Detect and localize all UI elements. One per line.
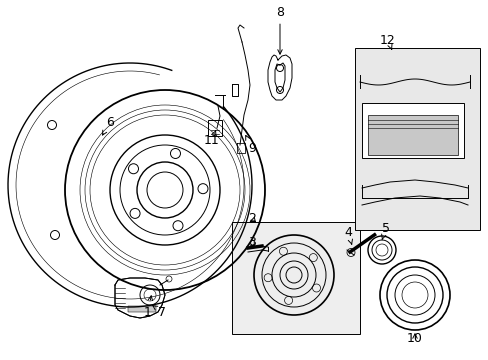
Text: 1: 1 <box>144 296 152 319</box>
Text: 10: 10 <box>406 332 422 345</box>
Text: 3: 3 <box>247 235 255 248</box>
Bar <box>207 120 222 136</box>
Text: 11: 11 <box>203 131 220 147</box>
Text: 12: 12 <box>379 33 395 49</box>
Text: 4: 4 <box>344 225 352 244</box>
Text: 9: 9 <box>245 135 255 154</box>
Polygon shape <box>115 278 164 318</box>
Text: 7: 7 <box>152 306 165 319</box>
Text: 6: 6 <box>102 116 114 135</box>
Text: 2: 2 <box>247 212 255 225</box>
Bar <box>354 48 479 230</box>
Bar <box>367 115 457 155</box>
Bar <box>231 222 359 334</box>
Bar <box>128 306 156 312</box>
Text: 8: 8 <box>275 5 284 54</box>
Circle shape <box>140 285 160 305</box>
Text: 5: 5 <box>381 221 389 240</box>
Bar <box>361 103 463 158</box>
